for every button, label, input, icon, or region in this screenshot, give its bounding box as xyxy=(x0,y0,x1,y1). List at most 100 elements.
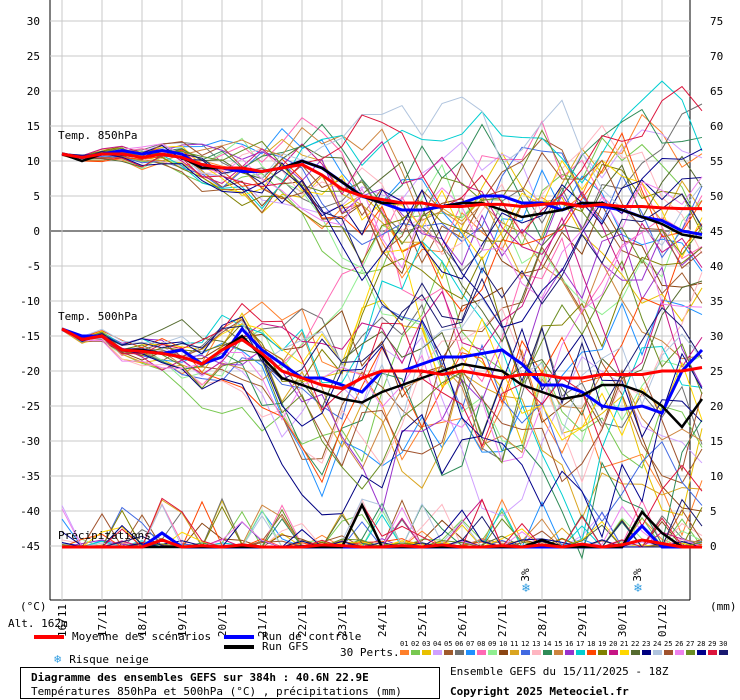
perturbation-number: 03 xyxy=(422,640,431,648)
diagram-title: Diagramme des ensembles GEFS sur 384h : … xyxy=(31,671,369,684)
perturbation-number: 27 xyxy=(686,640,695,648)
date-tick-label: 20/11 xyxy=(216,604,229,637)
left-tick-label: 5 xyxy=(33,190,40,203)
snowflake-icon: ❄ xyxy=(633,581,642,596)
date-tick-label: 25/11 xyxy=(416,604,429,637)
perturbation-line xyxy=(61,143,703,281)
left-tick-label: 15 xyxy=(27,120,40,133)
date-tick-label: 01/12 xyxy=(656,604,669,637)
right-tick-label: 75 xyxy=(710,15,723,28)
perturbation-number: 08 xyxy=(477,640,486,648)
perturbation-number: 13 xyxy=(532,640,541,648)
perturbation-line xyxy=(61,231,703,463)
left-tick-label: -35 xyxy=(20,470,40,483)
perturbation-number: 06 xyxy=(455,640,464,648)
perturbation-line xyxy=(61,246,703,484)
legend-gfs-label: Run GFS xyxy=(262,640,309,653)
perturbation-line xyxy=(61,80,703,210)
perturbation-swatch xyxy=(719,650,728,655)
chart-labels: 302520151050-5-10-15-20-25-30-35-40-4575… xyxy=(8,15,737,637)
perturbation-line xyxy=(61,148,703,328)
perturbation-number: 14 xyxy=(543,640,552,648)
perturbation-line xyxy=(62,497,703,548)
perturbation-swatch xyxy=(444,650,453,655)
perturbation-swatch xyxy=(543,650,552,655)
right-tick-label: 45 xyxy=(710,225,723,238)
perturbation-number: 26 xyxy=(675,640,684,648)
perturbation-number: 24 xyxy=(653,640,662,648)
perturbation-number: 29 xyxy=(708,640,717,648)
perturbation-line xyxy=(61,141,703,269)
perturbation-line xyxy=(61,259,703,490)
legend-mean: Moyenne des scénarios xyxy=(34,630,211,643)
perturbation-line xyxy=(61,299,703,516)
perturbation-swatch xyxy=(422,650,431,655)
left-tick-label: -45 xyxy=(20,540,40,553)
perturbation-number: 09 xyxy=(488,640,497,648)
perturbation-swatch xyxy=(642,650,651,655)
perturbation-swatch xyxy=(466,650,475,655)
legend-gfs: Run GFS xyxy=(224,640,308,653)
snow-risk-label: 3% xyxy=(631,568,644,582)
mean-t850-line xyxy=(61,152,702,211)
date-tick-label: 29/11 xyxy=(576,604,589,637)
perturbation-number: 25 xyxy=(664,640,673,648)
left-tick-label: -25 xyxy=(20,400,40,413)
left-tick-label: -5 xyxy=(27,260,40,273)
perturbation-line xyxy=(61,247,703,388)
perturbation-number: 19 xyxy=(598,640,607,648)
perturbation-swatch xyxy=(411,650,420,655)
perturbation-line xyxy=(61,327,703,516)
perturbation-number: 16 xyxy=(565,640,574,648)
panel-label-t500: Temp. 500hPa xyxy=(58,310,137,323)
perturbation-number: 15 xyxy=(554,640,563,648)
right-tick-label: 20 xyxy=(710,400,723,413)
perturbation-swatch xyxy=(565,650,574,655)
perturbation-number: 05 xyxy=(444,640,453,648)
perturbation-swatch xyxy=(664,650,673,655)
left-tick-label: 20 xyxy=(27,85,40,98)
right-tick-label: 0 xyxy=(710,540,717,553)
perturbation-swatch xyxy=(609,650,618,655)
snow-risk-label: 3% xyxy=(519,568,532,582)
perturbation-number: 23 xyxy=(642,640,651,648)
altitude-label: Alt. 162m xyxy=(8,617,68,630)
perturbation-number: 22 xyxy=(631,640,640,648)
date-tick-label: 24/11 xyxy=(376,604,389,637)
perturbation-swatch xyxy=(477,650,486,655)
perturbation-line xyxy=(61,316,703,539)
perturbation-line xyxy=(61,302,703,528)
perturbation-line xyxy=(61,297,703,436)
right-tick-label: 25 xyxy=(710,365,723,378)
right-tick-label: 65 xyxy=(710,85,723,98)
right-tick-label: 5 xyxy=(710,505,717,518)
perturbation-line xyxy=(61,329,703,560)
perturbation-swatch xyxy=(631,650,640,655)
left-tick-label: -10 xyxy=(20,295,40,308)
perturbation-swatch xyxy=(455,650,464,655)
left-tick-label: -15 xyxy=(20,330,40,343)
perturbation-swatch xyxy=(598,650,607,655)
perturbation-swatch xyxy=(697,650,706,655)
date-tick-label: 26/11 xyxy=(456,604,469,637)
left-tick-label: -40 xyxy=(20,505,40,518)
legend-snow: ❄ Risque neige xyxy=(54,652,149,666)
perturbation-swatch xyxy=(499,650,508,655)
perturbation-swatch xyxy=(576,650,585,655)
left-axis-unit: (°C) xyxy=(20,600,47,613)
perturbation-swatch xyxy=(532,650,541,655)
perturbation-swatch xyxy=(521,650,530,655)
perturbation-number: 12 xyxy=(521,640,530,648)
mean-t500-line xyxy=(61,327,703,391)
right-tick-label: 35 xyxy=(710,295,723,308)
perturbation-swatch xyxy=(620,650,629,655)
perturbation-number: 21 xyxy=(620,640,629,648)
right-tick-label: 60 xyxy=(710,120,723,133)
perturbations-label: 30 Perts. xyxy=(340,646,400,659)
panel-label-t850: Temp. 850hPa xyxy=(58,129,137,142)
main-run-lines xyxy=(61,148,704,549)
right-tick-label: 30 xyxy=(710,330,723,343)
diagram-subtitle: Températures 850hPa et 500hPa (°C) , pré… xyxy=(31,685,402,698)
perturbation-line xyxy=(61,145,703,264)
